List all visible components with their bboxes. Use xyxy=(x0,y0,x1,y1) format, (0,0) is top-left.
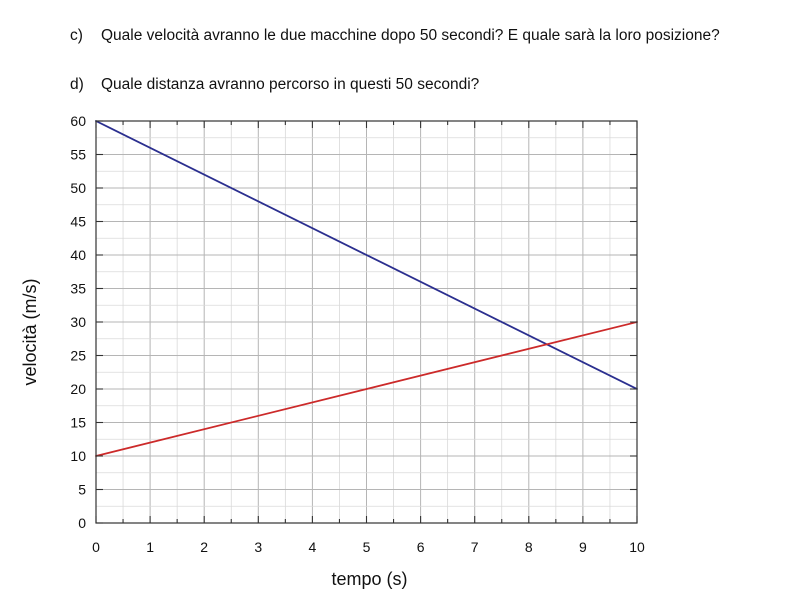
y-tick-label: 35 xyxy=(70,281,86,297)
y-tick-label: 55 xyxy=(70,147,86,163)
x-tick-label: 6 xyxy=(417,539,425,555)
question-c-text: Quale velocità avranno le due macchine d… xyxy=(101,27,720,44)
series-line-2 xyxy=(95,321,638,457)
ticks xyxy=(95,120,638,524)
x-tick-label: 0 xyxy=(92,539,100,555)
y-tick-label: 25 xyxy=(70,348,86,364)
y-tick-label: 30 xyxy=(70,314,86,330)
y-tick-label: 0 xyxy=(78,515,86,531)
y-axis-title: velocità (m/s) xyxy=(20,278,40,385)
x-axis-title: tempo (s) xyxy=(331,569,407,589)
y-tick-label: 50 xyxy=(70,180,86,196)
x-tick-label: 9 xyxy=(579,539,587,555)
x-tick-labels: 0 1 2 3 4 5 6 7 8 9 10 xyxy=(92,539,645,555)
series-layer xyxy=(95,120,638,457)
question-c-letter: c) xyxy=(70,27,83,44)
y-tick-label: 5 xyxy=(78,482,86,498)
y-tick-label: 15 xyxy=(70,415,86,431)
y-tick-label: 40 xyxy=(70,247,86,263)
x-tick-label: 8 xyxy=(525,539,533,555)
x-tick-label: 10 xyxy=(629,539,645,555)
y-tick-label: 10 xyxy=(70,448,86,464)
question-c: c) Quale velocità avranno le due macchine… xyxy=(70,27,720,45)
y-tick-labels: 0 5 10 15 20 25 30 35 40 45 50 55 60 xyxy=(70,113,86,531)
x-tick-label: 1 xyxy=(146,539,154,555)
x-tick-label: 4 xyxy=(309,539,317,555)
x-tick-label: 2 xyxy=(200,539,208,555)
y-tick-label: 20 xyxy=(70,381,86,397)
y-tick-label: 45 xyxy=(70,214,86,230)
y-tick-label: 60 xyxy=(70,113,86,129)
x-tick-label: 7 xyxy=(471,539,479,555)
question-d-text: Quale distanza avranno percorso in quest… xyxy=(101,76,480,93)
grid xyxy=(95,120,638,524)
question-d: d) Quale distanza avranno percorso in que… xyxy=(70,76,479,94)
question-d-letter: d) xyxy=(70,76,84,93)
x-tick-label: 5 xyxy=(363,539,371,555)
x-tick-label: 3 xyxy=(254,539,262,555)
